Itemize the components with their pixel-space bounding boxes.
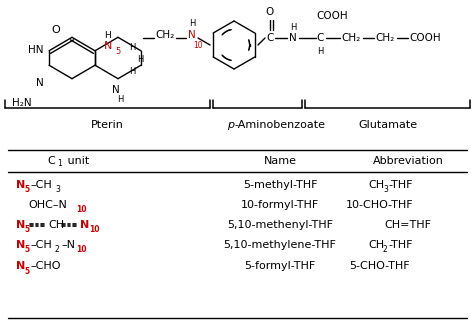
Text: N: N — [112, 85, 120, 95]
Text: CH: CH — [48, 220, 64, 230]
Text: 5: 5 — [24, 266, 29, 275]
Text: 5: 5 — [24, 245, 29, 255]
Text: 1: 1 — [57, 159, 62, 169]
Text: CH: CH — [368, 180, 384, 190]
Text: COOH: COOH — [409, 33, 441, 43]
Text: N: N — [104, 41, 112, 51]
Text: N: N — [16, 261, 25, 271]
Text: H: H — [129, 67, 135, 77]
Text: p: p — [228, 120, 235, 130]
Text: 5: 5 — [24, 226, 29, 234]
Text: N: N — [16, 180, 25, 190]
Text: Pterin: Pterin — [91, 120, 124, 130]
Text: Name: Name — [264, 156, 297, 166]
Text: 3: 3 — [55, 185, 60, 195]
Text: 5: 5 — [24, 185, 29, 195]
Text: 10: 10 — [193, 41, 202, 51]
Text: CH₂: CH₂ — [155, 30, 174, 40]
Text: HN: HN — [28, 45, 44, 55]
Text: H₂N: H₂N — [12, 98, 32, 108]
Text: 2: 2 — [383, 245, 388, 255]
Text: N: N — [16, 220, 25, 230]
Text: 10: 10 — [89, 226, 100, 234]
Text: unit: unit — [64, 156, 89, 166]
Text: COOH: COOH — [316, 11, 347, 21]
Text: -THF: -THF — [388, 180, 412, 190]
Text: 10-CHO-THF: 10-CHO-THF — [346, 200, 414, 210]
Text: 3: 3 — [383, 185, 388, 195]
Text: 10: 10 — [76, 205, 86, 215]
Text: –CH: –CH — [30, 180, 52, 190]
Text: H: H — [189, 19, 195, 27]
Text: CH₂: CH₂ — [341, 33, 360, 43]
Text: N: N — [36, 78, 44, 88]
Text: C: C — [47, 156, 55, 166]
Text: –CHO: –CHO — [30, 261, 61, 271]
Text: 5,10-methenyl-THF: 5,10-methenyl-THF — [227, 220, 333, 230]
Text: 10-formyl-THF: 10-formyl-THF — [241, 200, 319, 210]
Text: H: H — [137, 55, 143, 65]
Text: –N: –N — [61, 240, 75, 250]
Text: -Aminobenzoate: -Aminobenzoate — [235, 120, 326, 130]
Text: 10: 10 — [76, 245, 86, 255]
Text: CH=THF: CH=THF — [384, 220, 431, 230]
Text: OHC–N: OHC–N — [28, 200, 67, 210]
Text: H: H — [129, 43, 135, 52]
Text: H: H — [290, 23, 296, 33]
Text: H: H — [105, 31, 111, 39]
Text: H: H — [317, 48, 323, 56]
Text: O: O — [266, 7, 274, 17]
Text: 5-formyl-THF: 5-formyl-THF — [245, 261, 316, 271]
Text: O: O — [52, 25, 60, 35]
Text: N: N — [188, 30, 196, 40]
Text: H: H — [117, 96, 123, 105]
Text: Abbreviation: Abbreviation — [373, 156, 444, 166]
Text: 2: 2 — [55, 245, 60, 255]
Text: 5,10-methylene-THF: 5,10-methylene-THF — [224, 240, 337, 250]
Text: -THF: -THF — [388, 240, 412, 250]
Text: 5-methyl-THF: 5-methyl-THF — [243, 180, 317, 190]
Text: N: N — [289, 33, 297, 43]
Text: C: C — [316, 33, 324, 43]
Text: Glutamate: Glutamate — [358, 120, 417, 130]
Text: CH: CH — [368, 240, 384, 250]
Text: C: C — [266, 33, 273, 43]
Text: 5: 5 — [115, 48, 120, 56]
Text: CH₂: CH₂ — [375, 33, 394, 43]
Text: N: N — [80, 220, 89, 230]
Text: –CH: –CH — [30, 240, 52, 250]
Text: 5-CHO-THF: 5-CHO-THF — [350, 261, 410, 271]
Text: N: N — [16, 240, 25, 250]
